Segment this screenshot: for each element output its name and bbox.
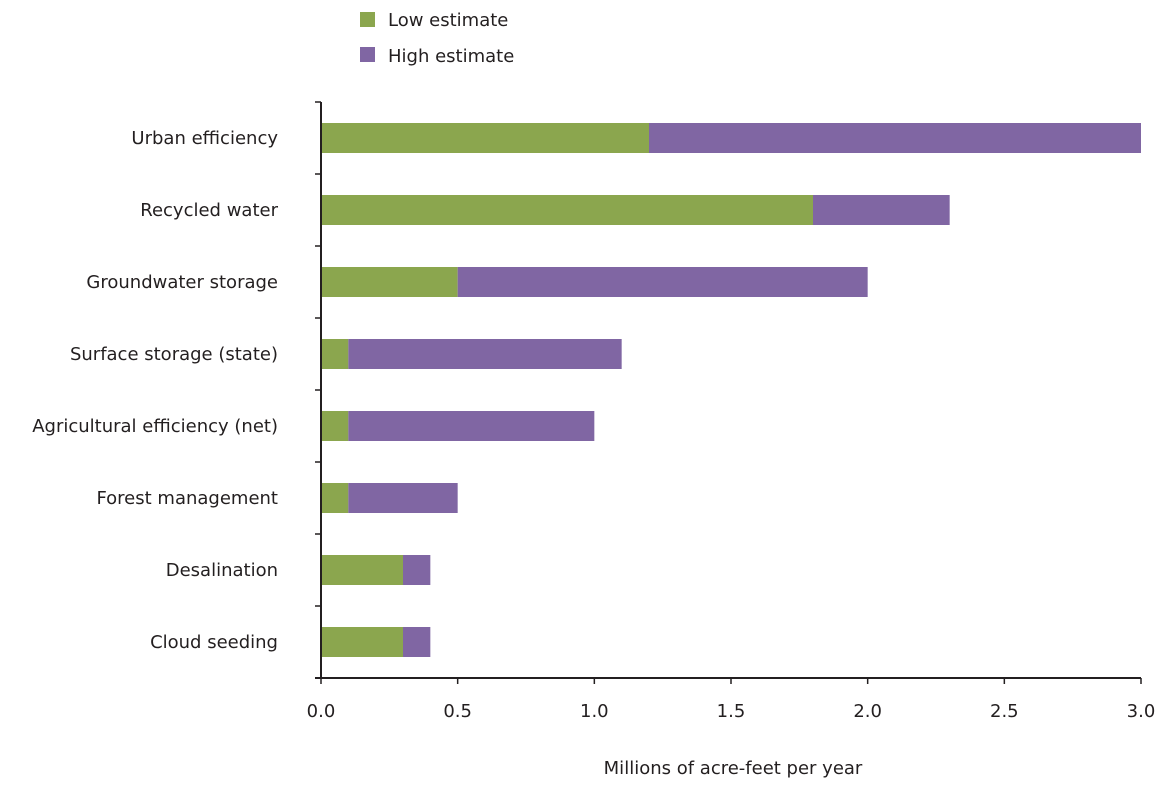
x-tick-label-3: 1.5 (717, 701, 746, 722)
x-tick-label-0: 0.0 (307, 701, 336, 722)
legend-label-high: High estimate (388, 46, 514, 67)
bar-low-4 (321, 411, 349, 441)
bar-low-7 (321, 627, 403, 657)
bar-low-6 (321, 555, 403, 585)
legend-swatch-low (360, 12, 375, 27)
bar-high-3 (348, 339, 622, 369)
bar-high-0 (649, 123, 1141, 153)
category-label-1: Recycled water (140, 200, 278, 221)
x-axis-title: Millions of acre-feet per year (604, 758, 863, 779)
category-label-5: Forest management (96, 488, 278, 509)
bar-high-5 (348, 483, 458, 513)
legend-label-low: Low estimate (388, 10, 508, 31)
bar-low-0 (321, 123, 649, 153)
bar-high-4 (348, 411, 595, 441)
bar-high-2 (457, 267, 868, 297)
category-label-2: Groundwater storage (86, 272, 278, 293)
category-label-0: Urban efficiency (131, 128, 278, 149)
x-tick-label-6: 3.0 (1127, 701, 1156, 722)
bar-high-7 (403, 627, 431, 657)
legend-swatch-high (360, 47, 375, 62)
category-labels: Urban efficiency Recycled water Groundwate… (32, 128, 278, 653)
x-tick-label-4: 2.0 (853, 701, 882, 722)
x-tick-labels: 0.0 0.5 1.0 1.5 2.0 2.5 3.0 (307, 701, 1156, 722)
bars-group (321, 123, 1141, 657)
x-tick-label-2: 1.0 (580, 701, 609, 722)
bar-low-5 (321, 483, 349, 513)
bar-low-3 (321, 339, 349, 369)
legend: Low estimate High estimate (360, 10, 514, 67)
x-tick-label-5: 2.5 (990, 701, 1019, 722)
category-label-4: Agricultural efficiency (net) (32, 416, 278, 437)
bar-low-2 (321, 267, 458, 297)
bar-high-1 (813, 195, 950, 225)
axes-group (315, 101, 1142, 684)
category-label-7: Cloud seeding (150, 632, 278, 653)
x-tick-label-1: 0.5 (443, 701, 472, 722)
category-label-3: Surface storage (state) (70, 344, 278, 365)
bar-high-6 (403, 555, 431, 585)
category-label-6: Desalination (166, 560, 278, 581)
bar-low-1 (321, 195, 813, 225)
